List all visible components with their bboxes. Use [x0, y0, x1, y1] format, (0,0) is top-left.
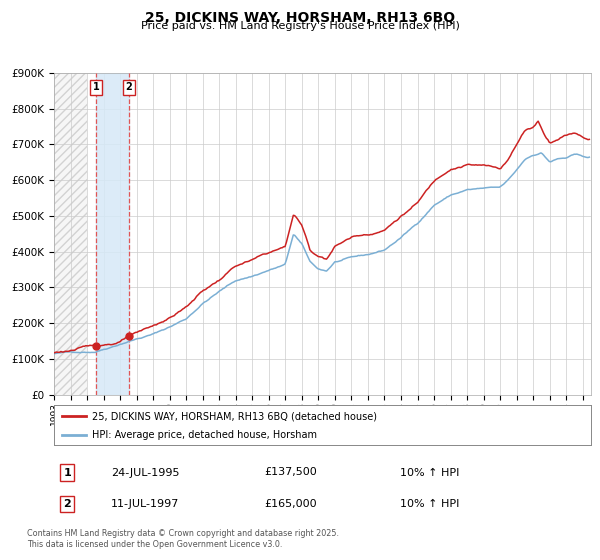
- Text: HPI: Average price, detached house, Horsham: HPI: Average price, detached house, Hors…: [92, 430, 317, 440]
- Text: 2: 2: [64, 499, 71, 509]
- Text: 25, DICKINS WAY, HORSHAM, RH13 6BQ (detached house): 25, DICKINS WAY, HORSHAM, RH13 6BQ (deta…: [92, 411, 377, 421]
- Text: £137,500: £137,500: [264, 468, 317, 478]
- Text: 11-JUL-1997: 11-JUL-1997: [111, 499, 179, 509]
- Text: 25, DICKINS WAY, HORSHAM, RH13 6BQ: 25, DICKINS WAY, HORSHAM, RH13 6BQ: [145, 11, 455, 25]
- Text: 10% ↑ HPI: 10% ↑ HPI: [400, 499, 460, 509]
- Text: 24-JUL-1995: 24-JUL-1995: [111, 468, 179, 478]
- Text: £165,000: £165,000: [264, 499, 317, 509]
- Text: 1: 1: [93, 82, 100, 92]
- Text: 10% ↑ HPI: 10% ↑ HPI: [400, 468, 460, 478]
- Text: 1: 1: [64, 468, 71, 478]
- Text: Price paid vs. HM Land Registry's House Price Index (HPI): Price paid vs. HM Land Registry's House …: [140, 21, 460, 31]
- Text: Contains HM Land Registry data © Crown copyright and database right 2025.
This d: Contains HM Land Registry data © Crown c…: [27, 529, 339, 549]
- Bar: [54, 73, 87, 395]
- Text: 2: 2: [125, 82, 132, 92]
- Bar: [96, 73, 129, 395]
